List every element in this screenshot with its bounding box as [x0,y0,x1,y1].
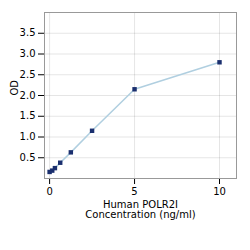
svg-text:OD: OD [9,80,20,96]
svg-text:3.0: 3.0 [20,48,36,59]
svg-text:1.5: 1.5 [20,110,36,121]
svg-text:1.0: 1.0 [20,131,36,142]
svg-text:2.0: 2.0 [20,90,36,101]
svg-text:5: 5 [131,186,137,197]
svg-text:Human POLR2IConcentration (ng/: Human POLR2IConcentration (ng/ml) [85,199,195,220]
svg-text:10: 10 [213,186,226,197]
svg-text:3.5: 3.5 [20,27,36,38]
svg-text:2.5: 2.5 [20,69,36,80]
svg-text:0.5: 0.5 [20,152,36,163]
svg-text:0: 0 [46,186,52,197]
